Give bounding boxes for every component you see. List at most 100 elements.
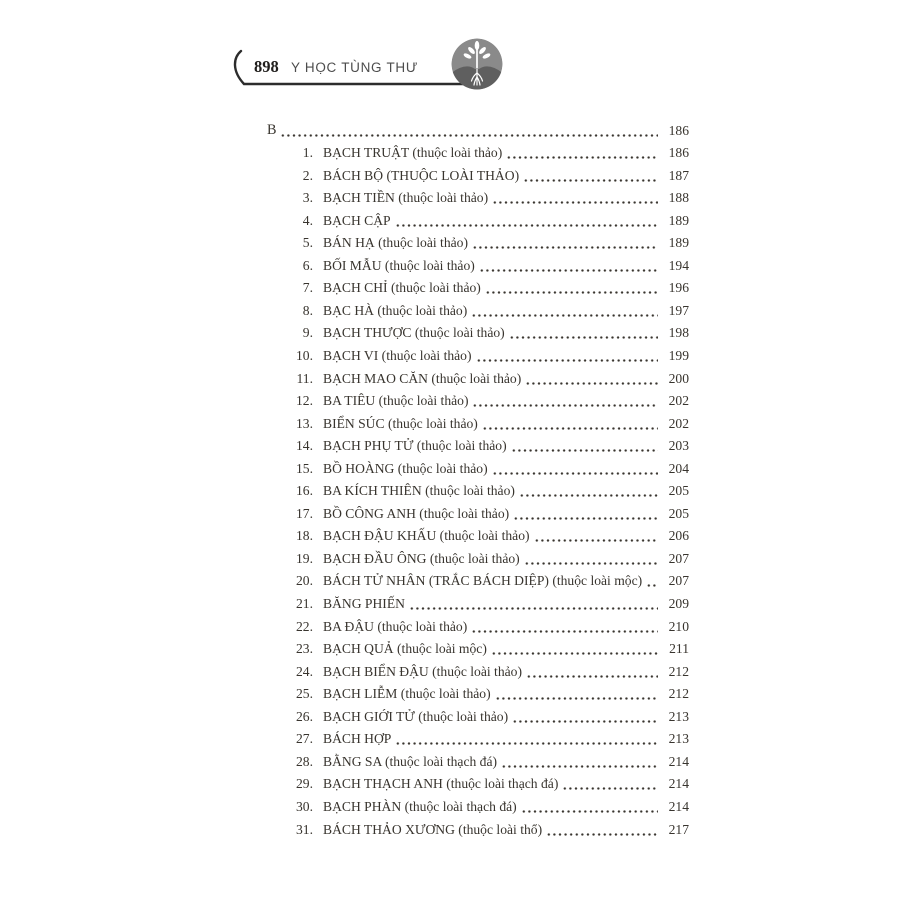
dot-leader <box>523 171 658 184</box>
entry-page: 213 <box>668 708 689 724</box>
dot-leader <box>408 600 658 613</box>
header-rule <box>233 49 488 86</box>
entry-number: 16. <box>296 483 313 499</box>
entry-number: 30. <box>296 798 313 814</box>
toc-entry: 27. BÁCH HỢP 213 <box>253 725 689 748</box>
entry-number: 25. <box>296 686 313 702</box>
toc-entry: 1. BẠCH TRUẬT (thuộc loài thảo) 186 <box>253 139 689 162</box>
entry-page: 202 <box>668 415 689 431</box>
entry-title: BẠCH TIỀN (thuộc loài thảo) <box>323 190 489 206</box>
toc-entry: 31. BÁCH THẢO XƯƠNG (thuộc loài thổ) 217 <box>253 815 689 838</box>
toc-entry: 19. BẠCH ĐẦU ÔNG (thuộc loài thảo) 207 <box>253 544 689 567</box>
dot-leader <box>478 261 658 274</box>
dot-leader <box>533 532 658 545</box>
toc-entry: 9. BẠCH THƯỢC (thuộc loài thảo) 198 <box>253 319 689 342</box>
entry-number: 18. <box>296 528 313 544</box>
toc-entry: 3. BẠCH TIỀN (thuộc loài thảo) 188 <box>253 184 689 207</box>
section-letter: B <box>267 121 277 138</box>
dot-leader <box>518 487 658 500</box>
entry-page: 189 <box>668 235 689 251</box>
entry-title: BA ĐẬU (thuộc loài thảo) <box>323 618 468 634</box>
entry-number: 23. <box>296 641 313 657</box>
entry-number: 2. <box>302 167 313 183</box>
entry-number: 7. <box>302 280 313 296</box>
entry-number: 26. <box>296 708 313 724</box>
entry-number: 17. <box>296 505 313 521</box>
toc-entry: 10. BẠCH VI (thuộc loài thảo) 199 <box>253 341 689 365</box>
dot-leader <box>508 329 658 342</box>
toc-entry: 5. BÁN HẠ (thuộc loài thảo) 189 <box>253 229 689 252</box>
entry-number: 1. <box>302 145 313 161</box>
toc-entry: 16. BA KÍCH THIÊN (thuộc loài thảo) 205 <box>253 477 689 500</box>
dot-leader <box>394 216 658 229</box>
entry-title: BĂNG PHIẾN <box>323 596 405 612</box>
entry-title: BẠCH ĐẬU KHẤU (thuộc loài thảo) <box>323 528 530 544</box>
toc-entry: 30. BẠCH PHÀN (thuộc loài thạch đá) 214 <box>253 792 689 815</box>
entry-page: 207 <box>668 550 689 566</box>
entry-page: 214 <box>668 798 689 814</box>
entry-number: 6. <box>302 257 313 273</box>
entry-number: 28. <box>296 753 313 769</box>
toc-entry: 4. BẠCH CẬP 189 <box>253 206 689 229</box>
entry-number: 19. <box>296 550 313 566</box>
page-number: 898 <box>254 57 279 76</box>
toc-entry: 12. BA TIÊU (thuộc loài thảo) 202 <box>253 387 689 410</box>
toc-entry: 28. BẰNG SA (thuộc loài thạch đá) 214 <box>253 747 689 770</box>
entry-title: BÁCH HỢP <box>323 731 392 747</box>
dot-leader <box>471 306 658 319</box>
entry-number: 12. <box>296 393 313 409</box>
toc-entry: 21. BĂNG PHIẾN 209 <box>253 589 689 613</box>
dot-leader <box>646 577 658 590</box>
dot-leader <box>484 284 658 297</box>
entry-number: 29. <box>296 776 313 792</box>
entry-number: 3. <box>302 190 313 206</box>
roots <box>470 68 484 86</box>
entry-number: 10. <box>296 348 313 364</box>
entry-number: 15. <box>296 460 313 476</box>
dot-leader <box>491 464 658 477</box>
entry-title: BỐI MẪU (thuộc loài thảo) <box>323 257 475 273</box>
entry-title: BA KÍCH THIÊN (thuộc loài thảo) <box>323 483 515 499</box>
entry-number: 8. <box>302 302 313 318</box>
entry-page: 214 <box>668 776 689 792</box>
dot-leader <box>395 735 658 748</box>
entry-page: 204 <box>668 460 689 476</box>
entry-number: 4. <box>302 212 313 228</box>
entry-page: 205 <box>668 483 689 499</box>
entry-page: 205 <box>668 505 689 521</box>
dot-leader <box>546 825 658 838</box>
entry-number: 24. <box>296 663 313 679</box>
entry-number: 21. <box>296 596 313 612</box>
entry-page: 200 <box>668 370 689 386</box>
entry-title: BÁCH BỘ (THUỘC LOÀI THẢO) <box>323 167 520 183</box>
toc-section-row: B 186 <box>253 116 689 139</box>
entry-title: BẠCH QUẢ (thuộc loài mộc) <box>323 641 487 657</box>
entry-number: 9. <box>302 325 313 341</box>
dot-leader <box>510 442 658 455</box>
toc-entry: 23. BẠCH QUẢ (thuộc loài mộc) 211 <box>253 635 689 658</box>
entry-number: 20. <box>296 573 313 589</box>
entry-number: 27. <box>296 731 313 747</box>
entry-title: BA TIÊU (thuộc loài thảo) <box>323 393 469 409</box>
toc-entry: 25. BẠCH LIỄM (thuộc loài thảo) 212 <box>253 680 689 703</box>
entry-page: 214 <box>668 753 689 769</box>
toc-entry: 18. BẠCH ĐẬU KHẤU (thuộc loài thảo) 206 <box>253 522 689 545</box>
entry-page: 196 <box>668 280 689 296</box>
entry-number: 31. <box>296 821 313 837</box>
entry-page: 206 <box>668 528 689 544</box>
entry-title: BẠCH THƯỢC (thuộc loài thảo) <box>323 325 505 341</box>
entry-title: BẠCH TRUẬT (thuộc loài thảo) <box>323 145 503 161</box>
entry-title: BÁN HẠ (thuộc loài thảo) <box>323 235 468 251</box>
dot-leader <box>481 419 658 432</box>
entry-page: 186 <box>668 145 689 161</box>
entry-page: 197 <box>668 302 689 318</box>
entry-title: BẠC HÀ (thuộc loài thảo) <box>323 302 468 318</box>
entry-page: 203 <box>668 438 689 454</box>
entry-title: BẠCH PHÀN (thuộc loài thạch đá) <box>323 798 517 814</box>
entry-page: 202 <box>668 393 689 409</box>
entry-page: 209 <box>668 596 689 612</box>
toc-entry: 6. BỐI MẪU (thuộc loài thảo) 194 <box>253 251 689 274</box>
toc-entry: 11. BẠCH MAO CĂN (thuộc loài thảo) 200 <box>253 364 689 387</box>
book-title: Y HỌC TÙNG THƯ <box>291 60 419 75</box>
